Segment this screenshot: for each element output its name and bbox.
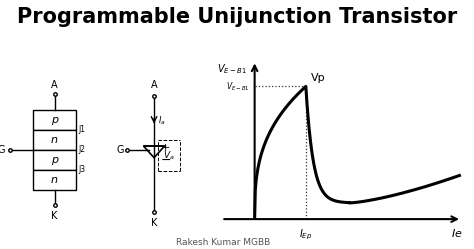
Text: Programmable Unijunction Transistor: Programmable Unijunction Transistor [17,7,457,27]
Text: −: − [161,154,171,167]
Text: J2: J2 [79,145,86,154]
Bar [33,150,76,170]
Text: p: p [51,115,58,124]
Text: G: G [117,145,124,155]
Text: Vp: Vp [311,73,326,83]
Text: J3: J3 [79,165,86,174]
Text: K: K [51,211,58,221]
Text: $Ie$: $Ie$ [451,227,463,239]
Text: A: A [51,79,58,90]
Text: $V_{E-B1}$: $V_{E-B1}$ [226,80,249,93]
Text: p: p [51,155,58,165]
Text: +: + [161,143,170,153]
Bar [33,129,76,150]
Text: $V_a$: $V_a$ [163,149,175,162]
Text: n: n [51,175,58,185]
Text: J1: J1 [79,125,86,134]
Text: $I_{Ep}$: $I_{Ep}$ [299,228,312,243]
Text: n: n [51,134,58,145]
Text: $I_a$: $I_a$ [158,115,166,127]
Bar [33,110,76,129]
Text: $V_{E-B1}$: $V_{E-B1}$ [217,62,247,76]
Bar [33,170,76,189]
Text: G: G [0,145,5,155]
Text: Rakesh Kumar MGBB: Rakesh Kumar MGBB [176,238,270,247]
Text: A: A [151,80,157,90]
Text: K: K [151,218,157,228]
